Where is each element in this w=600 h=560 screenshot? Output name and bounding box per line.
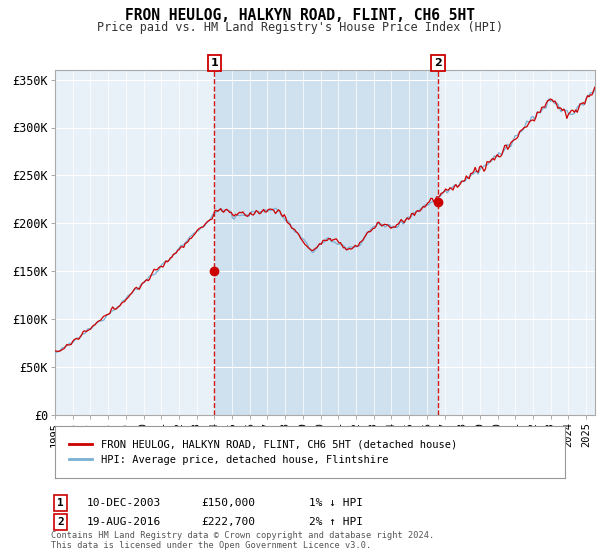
Text: 19-AUG-2016: 19-AUG-2016 — [87, 517, 161, 527]
Text: FRON HEULOG, HALKYN ROAD, FLINT, CH6 5HT: FRON HEULOG, HALKYN ROAD, FLINT, CH6 5HT — [125, 8, 475, 24]
Text: 2: 2 — [434, 58, 442, 68]
Text: 1: 1 — [57, 498, 64, 508]
Text: This data is licensed under the Open Government Licence v3.0.: This data is licensed under the Open Gov… — [51, 541, 371, 550]
Text: Contains HM Land Registry data © Crown copyright and database right 2024.: Contains HM Land Registry data © Crown c… — [51, 531, 434, 540]
Text: £222,700: £222,700 — [201, 517, 255, 527]
Text: 1% ↓ HPI: 1% ↓ HPI — [309, 498, 363, 508]
Text: 2% ↑ HPI: 2% ↑ HPI — [309, 517, 363, 527]
Text: Price paid vs. HM Land Registry's House Price Index (HPI): Price paid vs. HM Land Registry's House … — [97, 21, 503, 34]
Text: 2: 2 — [57, 517, 64, 527]
Text: 10-DEC-2003: 10-DEC-2003 — [87, 498, 161, 508]
Text: £150,000: £150,000 — [201, 498, 255, 508]
Legend: FRON HEULOG, HALKYN ROAD, FLINT, CH6 5HT (detached house), HPI: Average price, d: FRON HEULOG, HALKYN ROAD, FLINT, CH6 5HT… — [65, 435, 461, 469]
Text: 1: 1 — [211, 58, 218, 68]
Bar — [214, 70, 438, 415]
